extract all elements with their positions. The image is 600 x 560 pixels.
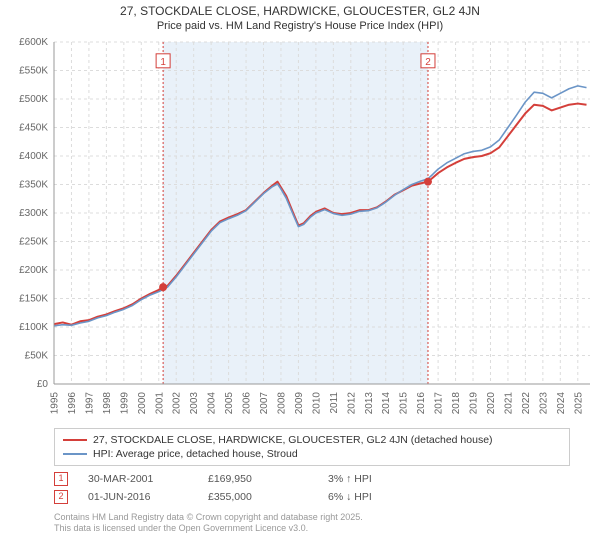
svg-text:£0: £0 bbox=[37, 379, 49, 390]
legend-swatch bbox=[63, 453, 87, 455]
svg-text:2019: 2019 bbox=[469, 391, 480, 414]
svg-text:2003: 2003 bbox=[189, 391, 200, 414]
sale-date: 30-MAR-2001 bbox=[88, 473, 188, 485]
svg-text:2012: 2012 bbox=[346, 391, 357, 414]
sale-date: 01-JUN-2016 bbox=[88, 491, 188, 503]
svg-text:£350K: £350K bbox=[19, 179, 48, 190]
chart-svg: £0 £50K £100K £150K £200K £250K £300K £350K £400… bbox=[0, 34, 600, 424]
svg-text:2024: 2024 bbox=[556, 391, 567, 414]
svg-text:2023: 2023 bbox=[538, 391, 549, 414]
svg-text:1996: 1996 bbox=[67, 391, 78, 414]
svg-text:2014: 2014 bbox=[381, 391, 392, 414]
svg-text:2005: 2005 bbox=[224, 391, 235, 414]
footnote-line: Contains HM Land Registry data © Crown c… bbox=[54, 512, 570, 524]
sale-pct: 6% ↓ HPI bbox=[328, 491, 428, 503]
svg-text:2010: 2010 bbox=[311, 391, 322, 414]
svg-text:2016: 2016 bbox=[416, 391, 427, 414]
svg-text:£400K: £400K bbox=[19, 151, 48, 162]
svg-text:£500K: £500K bbox=[19, 94, 48, 105]
svg-text:2009: 2009 bbox=[294, 391, 305, 414]
chart-plot-area: £0 £50K £100K £150K £200K £250K £300K £350K £400… bbox=[0, 34, 600, 424]
svg-text:2008: 2008 bbox=[276, 391, 287, 414]
svg-text:2015: 2015 bbox=[399, 391, 410, 414]
sale-marker-icon: 1 bbox=[54, 472, 68, 486]
svg-text:£550K: £550K bbox=[19, 65, 48, 76]
svg-text:£50K: £50K bbox=[25, 350, 49, 361]
svg-text:£250K: £250K bbox=[19, 236, 48, 247]
legend: 27, STOCKDALE CLOSE, HARDWICKE, GLOUCEST… bbox=[54, 428, 570, 466]
sale-row: 2 01-JUN-2016 £355,000 6% ↓ HPI bbox=[54, 488, 570, 506]
svg-text:£600K: £600K bbox=[19, 37, 48, 48]
svg-text:1: 1 bbox=[160, 56, 166, 67]
sale-pct: 3% ↑ HPI bbox=[328, 473, 428, 485]
svg-text:2000: 2000 bbox=[137, 391, 148, 414]
legend-label: 27, STOCKDALE CLOSE, HARDWICKE, GLOUCEST… bbox=[93, 434, 493, 446]
sale-price: £169,950 bbox=[208, 473, 308, 485]
svg-text:2020: 2020 bbox=[486, 391, 497, 414]
chart-container: 27, STOCKDALE CLOSE, HARDWICKE, GLOUCEST… bbox=[0, 0, 600, 560]
svg-text:2022: 2022 bbox=[521, 391, 532, 414]
chart-title: 27, STOCKDALE CLOSE, HARDWICKE, GLOUCEST… bbox=[0, 0, 600, 20]
svg-text:£100K: £100K bbox=[19, 322, 48, 333]
svg-text:2004: 2004 bbox=[207, 391, 218, 414]
svg-text:1999: 1999 bbox=[119, 391, 130, 414]
svg-text:2002: 2002 bbox=[172, 391, 183, 414]
svg-text:2011: 2011 bbox=[329, 391, 340, 413]
svg-text:2018: 2018 bbox=[451, 391, 462, 414]
legend-swatch bbox=[63, 439, 87, 441]
sale-price: £355,000 bbox=[208, 491, 308, 503]
footnote: Contains HM Land Registry data © Crown c… bbox=[54, 512, 570, 535]
svg-text:£300K: £300K bbox=[19, 208, 48, 219]
legend-item: 27, STOCKDALE CLOSE, HARDWICKE, GLOUCEST… bbox=[63, 433, 561, 447]
legend-item: HPI: Average price, detached house, Stro… bbox=[63, 447, 561, 461]
svg-text:£450K: £450K bbox=[19, 122, 48, 133]
svg-text:1995: 1995 bbox=[50, 391, 61, 414]
footnote-line: This data is licensed under the Open Gov… bbox=[54, 523, 570, 535]
svg-text:2021: 2021 bbox=[503, 391, 514, 414]
svg-text:2007: 2007 bbox=[259, 391, 270, 414]
svg-text:2025: 2025 bbox=[573, 391, 584, 414]
svg-text:1998: 1998 bbox=[102, 391, 113, 414]
chart-subtitle: Price paid vs. HM Land Registry's House … bbox=[0, 20, 600, 34]
svg-text:2013: 2013 bbox=[364, 391, 375, 414]
svg-text:2006: 2006 bbox=[242, 391, 253, 414]
svg-text:2017: 2017 bbox=[434, 391, 445, 414]
svg-text:£200K: £200K bbox=[19, 265, 48, 276]
svg-text:2: 2 bbox=[425, 56, 431, 67]
svg-text:£150K: £150K bbox=[19, 293, 48, 304]
legend-label: HPI: Average price, detached house, Stro… bbox=[93, 448, 298, 460]
sales-table: 1 30-MAR-2001 £169,950 3% ↑ HPI 2 01-JUN-2016… bbox=[54, 470, 570, 506]
sale-row: 1 30-MAR-2001 £169,950 3% ↑ HPI bbox=[54, 470, 570, 488]
sale-marker-icon: 2 bbox=[54, 490, 68, 504]
svg-text:2001: 2001 bbox=[154, 391, 165, 414]
svg-text:1997: 1997 bbox=[84, 391, 95, 414]
